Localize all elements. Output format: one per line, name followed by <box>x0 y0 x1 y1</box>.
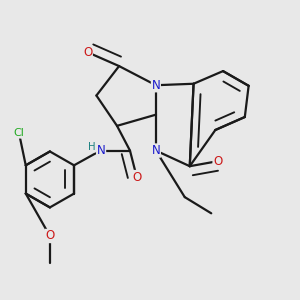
Text: O: O <box>213 155 222 168</box>
Text: N: N <box>97 144 106 157</box>
Text: O: O <box>45 230 55 242</box>
Text: H: H <box>88 142 95 152</box>
Text: Cl: Cl <box>14 128 24 138</box>
Text: N: N <box>152 79 160 92</box>
Text: N: N <box>152 144 160 157</box>
Text: O: O <box>132 171 141 184</box>
Text: O: O <box>83 46 92 59</box>
